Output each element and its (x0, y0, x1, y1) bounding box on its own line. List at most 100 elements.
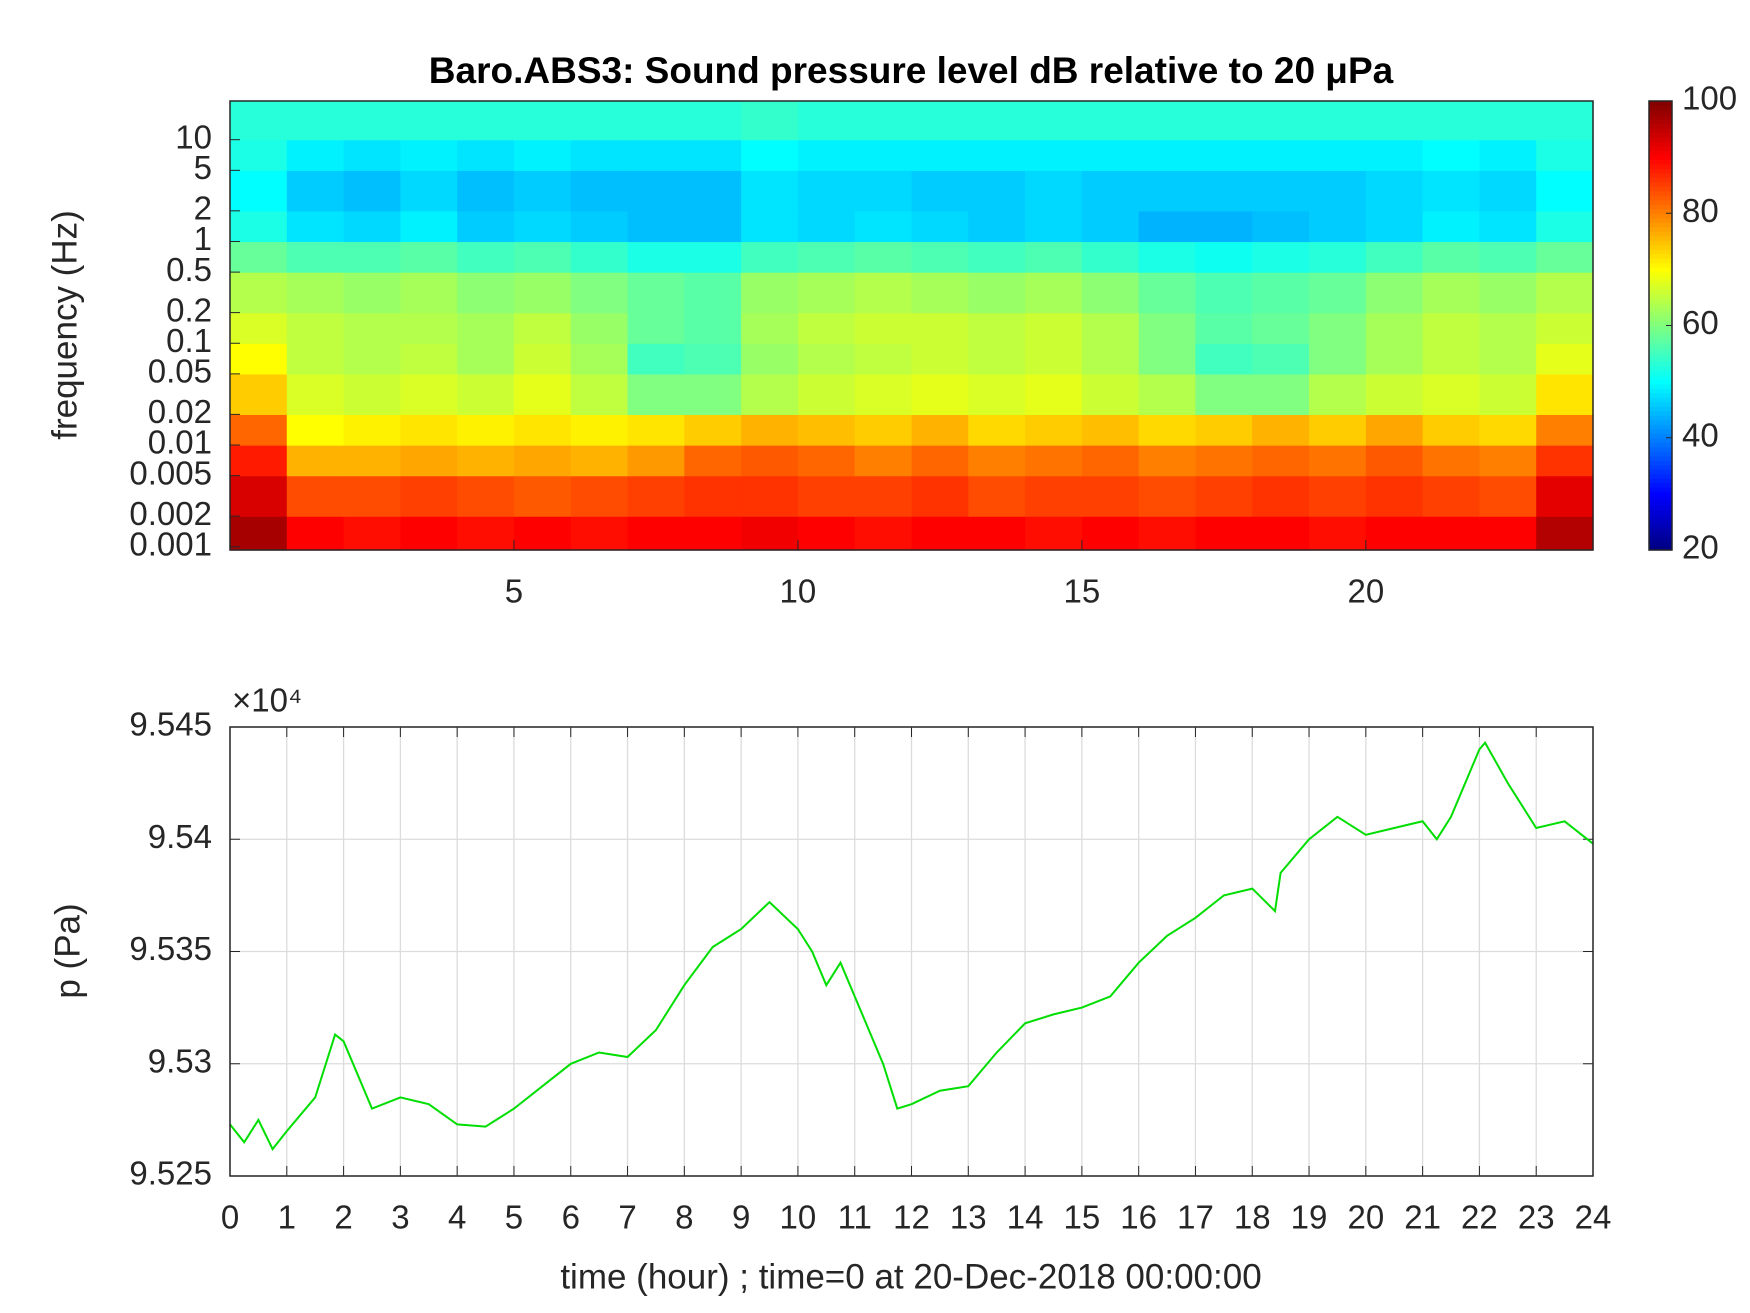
heatmap-cell (1536, 241, 1594, 273)
colorbar-segment (1649, 365, 1672, 371)
colorbar-segment (1649, 338, 1672, 345)
heatmap-cell (1422, 343, 1481, 375)
y-axis-label: p (Pa) (48, 903, 87, 998)
x-tick-label: 6 (562, 1199, 580, 1236)
colorbar-segment (1649, 127, 1672, 134)
colorbar-segment (1649, 352, 1672, 358)
heatmap-cell (1025, 516, 1083, 551)
heatmap-cell (684, 312, 742, 344)
heatmap-cell (1422, 101, 1481, 141)
colorbar-segment (1649, 383, 1672, 389)
heatmap-cell (1081, 475, 1140, 517)
heatmap-cell (741, 139, 799, 171)
heatmap-cell (911, 516, 969, 551)
heatmap-cell (1536, 516, 1594, 551)
heatmap-cell (797, 373, 856, 415)
x-tick-label: 22 (1461, 1199, 1498, 1236)
heatmap-cell (1081, 312, 1140, 344)
heatmap-cell (1479, 516, 1537, 551)
heatmap-cell (400, 139, 458, 171)
heatmap-cell (627, 139, 685, 171)
colorbar-tick-label: 60 (1682, 304, 1719, 341)
heatmap-cell (230, 272, 288, 314)
heatmap-cell (968, 475, 1026, 517)
heatmap-cell (684, 373, 742, 415)
heatmap-cell (854, 170, 913, 212)
heatmap-cell (968, 139, 1026, 171)
heatmap-cell (911, 139, 969, 171)
colorbar-segment (1649, 136, 1672, 143)
heatmap-cell (968, 101, 1026, 141)
heatmap-cell (1081, 241, 1140, 273)
heatmap-cell (230, 414, 288, 446)
heatmap-cell (1025, 343, 1083, 375)
heatmap-cell (513, 312, 572, 344)
x-tick-label: 2 (334, 1199, 352, 1236)
colorbar-segment (1649, 199, 1672, 205)
heatmap-cell (797, 343, 856, 375)
y-tick-label: 5 (194, 149, 212, 186)
heatmap-cell (1479, 312, 1537, 344)
colorbar-segment (1649, 442, 1672, 448)
heatmap-cell (1081, 414, 1140, 446)
heatmap-cell (1081, 516, 1140, 551)
heatmap-cell (911, 210, 969, 243)
colorbar-segment (1649, 101, 1672, 107)
colorbar-segment (1649, 249, 1672, 255)
heatmap-cell (854, 272, 913, 314)
colorbar-segment (1649, 321, 1672, 327)
colorbar-segment (1649, 433, 1672, 439)
heatmap-cell (1252, 516, 1310, 551)
heatmap-cell (570, 170, 629, 212)
colorbar-segment (1649, 181, 1672, 187)
colorbar-segment (1649, 271, 1672, 277)
heatmap-cell (741, 272, 799, 314)
heatmap-cell (1309, 373, 1367, 415)
heatmap-cell (968, 445, 1026, 477)
colorbar-segment (1649, 177, 1672, 183)
heatmap-cell (513, 516, 572, 551)
heatmap-cell (343, 373, 401, 415)
heatmap-cell (400, 241, 458, 273)
heatmap-cell (1081, 139, 1140, 171)
heatmap-cell (1138, 210, 1197, 243)
heatmap-cell (1365, 475, 1424, 517)
heatmap-cell (513, 170, 572, 212)
colorbar-segment (1649, 289, 1672, 295)
heatmap-cell (1252, 210, 1310, 243)
heatmap-cell (911, 170, 969, 212)
colorbar-segment (1649, 523, 1672, 529)
colorbar-segment (1649, 374, 1672, 380)
heatmap-cell (457, 445, 515, 477)
heatmap-cell (911, 272, 969, 314)
heatmap-cell (627, 414, 685, 446)
heatmap-cell (1422, 414, 1481, 446)
heatmap-cell (1536, 272, 1594, 314)
x-tick-label: 4 (448, 1199, 466, 1236)
heatmap-cell (400, 475, 458, 517)
heatmap-cell (797, 139, 856, 171)
colorbar-segment (1649, 388, 1672, 394)
heatmap-cell (797, 210, 856, 243)
heatmap-cell (1081, 170, 1140, 212)
heatmap-cell (513, 272, 572, 314)
colorbar-segment (1649, 392, 1672, 398)
y-tick-label: 10 (175, 118, 212, 155)
colorbar-segment (1649, 464, 1672, 470)
heatmap-cell (741, 241, 799, 273)
heatmap-cell (1536, 373, 1594, 415)
heatmap-cell (968, 516, 1026, 551)
colorbar-segment (1649, 240, 1672, 246)
y-tick-label: 0.1 (166, 322, 212, 359)
colorbar-segment (1649, 244, 1672, 250)
colorbar-segment (1649, 226, 1672, 232)
heatmap-cell (1252, 343, 1310, 375)
heatmap-cell (1081, 210, 1140, 243)
heatmap-cell (627, 241, 685, 273)
heatmap-cell (854, 516, 913, 551)
y-tick-label: 0.05 (148, 353, 212, 390)
colorbar-segment (1649, 532, 1672, 538)
heatmap-cell (1365, 101, 1424, 141)
colorbar-segment (1649, 267, 1672, 273)
heatmap-cell (684, 343, 742, 375)
